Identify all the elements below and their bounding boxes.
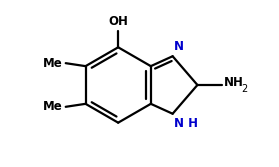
Text: OH: OH bbox=[108, 16, 128, 28]
Text: Me: Me bbox=[43, 57, 63, 70]
Text: N: N bbox=[174, 40, 184, 53]
Text: N H: N H bbox=[174, 117, 198, 130]
Text: Me: Me bbox=[43, 100, 63, 113]
Text: NH: NH bbox=[224, 75, 244, 89]
Text: 2: 2 bbox=[241, 84, 247, 94]
